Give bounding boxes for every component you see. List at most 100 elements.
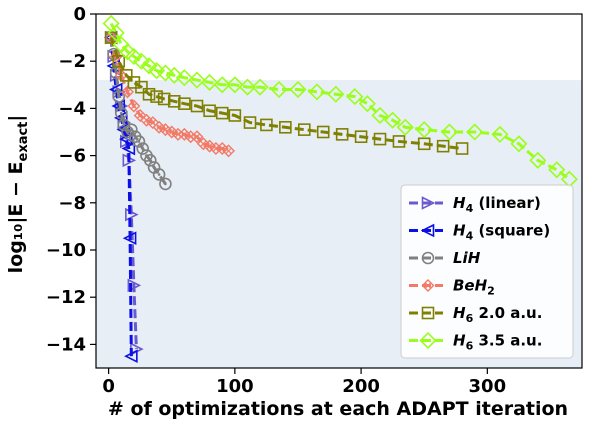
data-point xyxy=(260,118,273,132)
data-point xyxy=(107,24,125,42)
data-point-dot xyxy=(137,140,141,143)
data-point xyxy=(152,120,166,134)
legend-label: LiH xyxy=(453,249,481,267)
data-point xyxy=(146,116,160,130)
data-point xyxy=(297,123,311,136)
data-point xyxy=(243,116,257,129)
data-point xyxy=(316,125,330,139)
data-point xyxy=(157,92,171,106)
data-point xyxy=(222,144,236,158)
data-point xyxy=(178,97,191,110)
data-point xyxy=(132,52,151,70)
data-point xyxy=(122,231,137,245)
data-point xyxy=(132,135,146,148)
data-point xyxy=(251,78,269,96)
data-point xyxy=(421,279,435,292)
x-tick-label: 300 xyxy=(469,376,507,397)
y-axis-label-close: | xyxy=(5,115,27,122)
data-point xyxy=(109,49,123,63)
data-point xyxy=(140,57,158,75)
data-point xyxy=(121,85,135,99)
data-point xyxy=(203,104,216,118)
y-tick-label: −10 xyxy=(46,240,86,261)
legend-label: BeH2 xyxy=(453,277,495,298)
legend-label-sub: 2 xyxy=(487,285,495,298)
data-point-dot xyxy=(152,166,156,169)
legend-item-0: H4 (linear) xyxy=(409,194,541,215)
data-point-dot xyxy=(122,123,126,127)
series-layer xyxy=(102,14,578,363)
data-point-dot xyxy=(117,95,121,98)
y-tick-label: −2 xyxy=(58,51,86,72)
data-point xyxy=(203,139,217,153)
y-tick-label: 0 xyxy=(73,4,86,25)
data-point xyxy=(165,125,179,139)
data-point xyxy=(373,132,387,146)
data-point xyxy=(415,121,433,139)
series-3 xyxy=(104,31,236,158)
data-point xyxy=(396,118,414,136)
data-point xyxy=(226,76,244,94)
data-point-x xyxy=(193,133,201,140)
y-axis-label-main: log₁₀|E − E xyxy=(5,162,27,274)
legend-box xyxy=(400,184,574,359)
data-point-dot xyxy=(119,111,123,115)
data-point xyxy=(119,69,133,82)
legend-item-3: BeH2 xyxy=(409,277,495,298)
legend-label-sub: 6 xyxy=(466,312,474,325)
data-point xyxy=(125,207,139,222)
data-point xyxy=(135,80,148,94)
data-point-x xyxy=(225,147,232,155)
legend-label-main: H xyxy=(453,304,466,322)
data-point xyxy=(421,306,435,320)
legend-label-main: H xyxy=(453,332,466,350)
legend-label: H4 (square) xyxy=(453,222,550,243)
legend-label-rest: (linear) xyxy=(473,194,541,212)
data-point xyxy=(529,151,547,169)
data-point xyxy=(213,76,231,94)
legend-label-rest: (square) xyxy=(473,222,550,240)
data-point xyxy=(270,80,288,99)
x-tick-label: 100 xyxy=(216,376,254,397)
data-point-x xyxy=(424,282,432,289)
x-tick-label: 200 xyxy=(342,376,380,397)
data-point xyxy=(289,80,307,99)
data-point xyxy=(156,64,174,82)
data-point xyxy=(114,106,128,120)
legend-label-main: H xyxy=(453,194,466,212)
y-axis-label: log₁₀|E − Eexact| xyxy=(5,115,31,274)
legend-label-rest: 2.0 a.u. xyxy=(473,304,542,322)
data-point xyxy=(346,88,364,106)
data-point xyxy=(127,278,142,293)
data-point xyxy=(112,90,126,103)
legend-item-2: LiH xyxy=(409,249,481,267)
data-point xyxy=(190,130,204,144)
data-point xyxy=(119,132,133,146)
axes-layer xyxy=(95,13,583,369)
data-point xyxy=(167,95,181,108)
data-point xyxy=(188,71,206,89)
data-point-x xyxy=(137,112,144,119)
data-point xyxy=(421,196,436,210)
legend-label-main: LiH xyxy=(453,249,481,267)
data-point xyxy=(127,99,141,113)
data-point xyxy=(159,177,172,191)
y-tick-label: −8 xyxy=(58,193,86,214)
y-axis-label-sub: exact xyxy=(16,122,31,162)
ticks-layer: 0 100 200 300 0 −2 −4 −6 −8 −10 −12 −14 xyxy=(46,4,506,397)
data-point xyxy=(466,123,484,141)
data-point xyxy=(175,69,193,87)
data-point xyxy=(190,99,204,113)
data-point-dot xyxy=(426,256,430,260)
data-point xyxy=(158,123,172,137)
data-point xyxy=(420,223,435,238)
data-point xyxy=(371,106,389,125)
data-point-x xyxy=(149,119,156,126)
data-point-dot xyxy=(148,159,152,162)
y-tick-label: −12 xyxy=(46,287,86,308)
data-point xyxy=(136,142,150,155)
data-point xyxy=(125,123,138,136)
series-4 xyxy=(104,31,469,155)
legend-item-5: H6 3.5 a.u. xyxy=(409,332,542,353)
